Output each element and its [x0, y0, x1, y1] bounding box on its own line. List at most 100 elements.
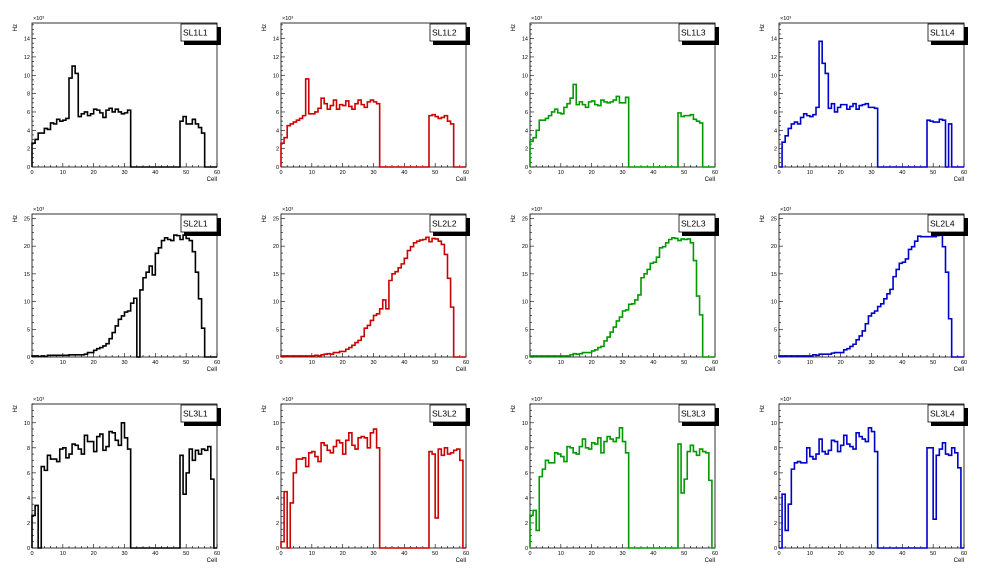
y-axis-title: Hz: [760, 405, 766, 412]
histogram-bin: [794, 122, 797, 167]
histogram-bin: [681, 493, 684, 548]
y-tick-label: 0: [774, 355, 777, 361]
histogram-bin: [946, 454, 949, 548]
histogram-bin: [619, 428, 622, 548]
histogram-bin: [706, 453, 709, 548]
histogram-bin: [448, 454, 451, 548]
x-tick-label: 0: [777, 360, 780, 366]
histogram-line: [529, 426, 715, 549]
histogram-bin: [598, 348, 601, 357]
y-axis-title: Hz: [760, 215, 766, 222]
histogram-bin: [438, 449, 441, 548]
histogram-bin: [801, 117, 804, 167]
histogram-bin: [573, 354, 576, 357]
histogram-bin: [690, 243, 693, 357]
legend-title: SL2L2: [432, 219, 457, 229]
y-axis-multiplier: ×10³: [531, 397, 542, 403]
histogram-bin: [125, 312, 128, 357]
histogram-panel-sl3l3: 0 10 20 30 40 50 60 0 2 4 6 8 10 ×10³ Hz Cell SL3L3: [511, 397, 719, 564]
x-tick-label: 20: [589, 360, 595, 366]
histogram-bin: [51, 459, 54, 548]
x-tick-label: 20: [91, 551, 97, 557]
x-tick-label: 10: [807, 551, 813, 557]
histogram-bin: [386, 309, 389, 357]
histogram-bin: [183, 235, 186, 357]
histogram-bin: [352, 345, 355, 357]
histogram-bin: [788, 504, 791, 548]
histogram-bin: [290, 356, 293, 357]
histogram-bin: [349, 433, 352, 548]
histogram-bin: [872, 432, 875, 548]
histogram-bin: [807, 356, 810, 357]
x-tick-label: 20: [838, 170, 844, 176]
histogram-bin: [810, 117, 813, 167]
x-tick-label: 50: [432, 170, 438, 176]
legend-title: SL3L2: [432, 409, 457, 419]
y-tick-label: 5: [774, 327, 777, 333]
histogram-bin: [75, 445, 78, 548]
histogram-bin: [825, 73, 828, 167]
histogram-bin: [84, 354, 87, 357]
y-tick-label: 25: [522, 216, 528, 222]
histogram-bin: [816, 454, 819, 548]
histogram-bin: [324, 104, 327, 167]
histogram-bin: [367, 325, 370, 357]
histogram-bin: [629, 304, 632, 357]
legend-title: SL3L1: [183, 409, 208, 419]
y-axis-multiplier: ×10³: [780, 397, 791, 403]
y-axis-multiplier: ×10³: [282, 207, 293, 213]
plot-frame: [529, 213, 716, 358]
y-tick-label: 6: [525, 110, 528, 116]
histogram-bin: [530, 356, 533, 357]
x-tick-label: 0: [279, 360, 282, 366]
histogram-bin: [88, 442, 91, 548]
histogram-bin: [813, 115, 816, 167]
histogram-bin: [72, 355, 75, 357]
legend-title: SL1L1: [183, 28, 208, 38]
histogram-bin: [432, 238, 435, 357]
histogram-bin: [284, 356, 287, 357]
histogram-bin: [564, 356, 567, 357]
histogram-bin: [88, 353, 91, 357]
x-axis-title: Cell: [456, 367, 466, 373]
y-tick-label: 10: [24, 300, 30, 306]
histogram-bin: [835, 442, 838, 548]
y-tick-label: 12: [24, 55, 30, 61]
x-tick-label: 10: [309, 360, 315, 366]
y-axis-title: Hz: [262, 24, 268, 31]
histogram-bin: [103, 117, 106, 167]
histogram-bin: [448, 121, 451, 167]
histogram-bin: [318, 108, 321, 167]
histogram-bin: [536, 530, 539, 548]
y-tick-label: 2: [27, 521, 30, 527]
x-tick-label: 20: [91, 170, 97, 176]
histogram-bin: [675, 238, 678, 357]
histogram-bin: [610, 439, 613, 548]
legend-box: [429, 214, 467, 233]
histogram-bin: [681, 239, 684, 357]
x-tick-label: 0: [279, 170, 282, 176]
x-tick-label: 60: [961, 360, 967, 366]
histogram-bin: [912, 247, 915, 357]
histogram-bin: [936, 122, 939, 167]
histogram-bin: [186, 238, 189, 357]
histogram-bin: [115, 440, 118, 548]
histogram-bin: [693, 119, 696, 167]
y-axis-multiplier: ×10³: [531, 16, 542, 22]
plot-frame: [778, 22, 965, 168]
histogram-bin: [211, 479, 214, 548]
histogram-bin: [281, 356, 284, 357]
histogram-bin: [162, 241, 165, 357]
histogram-bin: [782, 142, 785, 167]
histogram-bin: [296, 120, 299, 167]
histogram-bin: [333, 100, 336, 167]
y-tick-label: 10: [771, 300, 777, 306]
histogram-bin: [337, 353, 340, 357]
histogram-bin: [598, 106, 601, 167]
histogram-bin: [199, 299, 202, 357]
histogram-bin: [542, 469, 545, 548]
x-tick-label: 60: [712, 170, 718, 176]
histogram-bin: [822, 452, 825, 548]
y-axis-multiplier: ×10³: [33, 16, 44, 22]
histogram-bin: [791, 124, 794, 167]
